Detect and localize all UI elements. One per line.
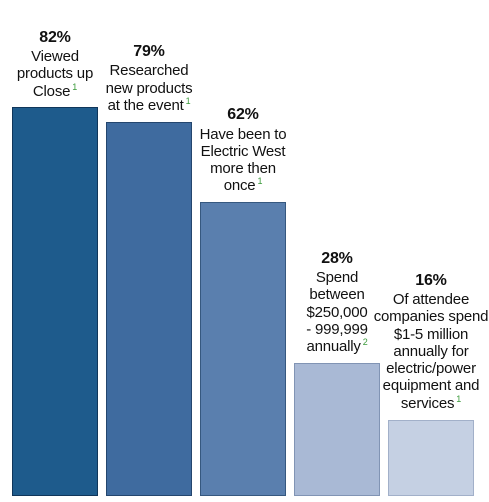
category-label-line: at the event 1 [107,95,191,114]
value-label: 82% [39,28,71,46]
footnote-marker: 1 [72,81,78,92]
category-label-line: Spend [315,269,359,287]
category-label-line: companies spend [373,308,489,326]
bar-5 [388,420,474,496]
footnote-marker: 1 [456,393,462,404]
value-label: 79% [133,43,165,61]
footnote-marker: 2 [362,337,368,348]
category-label-line: Researched [109,62,189,80]
category-label-line: annually for [393,342,469,360]
bar-4 [294,363,380,496]
category-label-line: once 1 [223,176,263,195]
category-label-line: equipment and [382,377,480,395]
value-label: 16% [415,271,447,289]
category-label-line: Close 1 [32,81,78,100]
bar-label-3: 62% Have been to Electric West more then onc… [183,106,303,194]
bar-label-1: 82% Viewed products up Close 1 [0,29,115,100]
category-label-line: Of attendee [392,291,470,309]
category-label-line: products up [16,65,94,83]
bar-1 [12,107,98,496]
category-label-line: $1-5 million [393,325,469,343]
bar-label-2: 79% Researched new products at the event 1 [89,43,209,114]
category-label-line: electric/power [386,360,476,378]
footnote-marker: 1 [185,95,191,106]
bar-label-4: 28% Spend between $250,000- 999,999 annually… [277,250,397,356]
value-label: 28% [321,249,353,267]
category-label-line: Have been to [199,125,287,143]
category-label-line: Viewed [31,48,79,66]
footnote-marker: 1 [257,176,263,187]
category-label-line: - 999,999 [306,320,368,338]
bar-3 [200,202,286,496]
category-label-line: new products [105,79,193,97]
category-label-line: annually 2 [306,337,368,356]
bar-2 [106,121,192,496]
value-label: 62% [227,106,259,124]
category-label-line: services 1 [400,393,462,412]
category-label-line: $250,000 [306,303,368,321]
category-label-line: more then [210,160,276,177]
category-label-line: Electric West [200,142,286,160]
bar-label-5: 16% Of attendee companies spend $1-5 millio… [371,272,489,412]
category-label-line: between [309,286,365,304]
